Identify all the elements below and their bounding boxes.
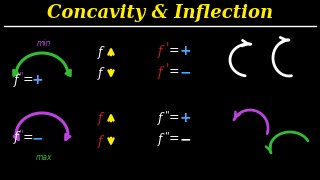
Text: f: f [158, 44, 162, 57]
Text: max: max [36, 154, 52, 163]
Text: −: − [179, 65, 191, 79]
Text: '': '' [165, 132, 171, 141]
Text: ': ' [165, 42, 169, 55]
Text: f: f [98, 111, 102, 125]
Text: '': '' [19, 71, 25, 80]
Text: f: f [14, 132, 18, 145]
Text: min: min [37, 39, 51, 48]
Text: f: f [158, 66, 162, 78]
Text: =: = [23, 132, 33, 145]
Text: +: + [179, 111, 191, 125]
Text: +: + [31, 73, 43, 87]
Text: f: f [98, 66, 102, 80]
Text: f: f [14, 73, 18, 87]
Text: Concavity & Inflection: Concavity & Inflection [47, 4, 273, 22]
Text: =: = [169, 132, 179, 145]
Text: f: f [158, 132, 162, 145]
Text: −: − [31, 131, 43, 145]
Text: −: − [179, 132, 191, 146]
Text: =: = [169, 44, 179, 57]
Text: =: = [169, 111, 179, 125]
Text: ': ' [165, 62, 169, 75]
Text: '': '' [19, 129, 25, 138]
Text: '': '' [165, 111, 171, 120]
Text: =: = [169, 66, 179, 78]
Text: =: = [23, 73, 33, 87]
Text: +: + [179, 44, 191, 58]
Text: f: f [158, 111, 162, 125]
Text: f: f [98, 46, 102, 58]
Text: f: f [98, 134, 102, 147]
